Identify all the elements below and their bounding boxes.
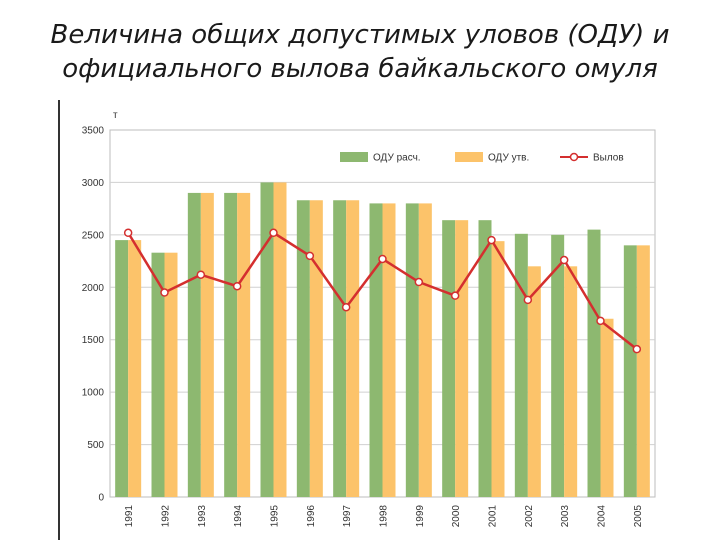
catch-point bbox=[196, 270, 206, 279]
x-tick-label: 1999 bbox=[415, 505, 426, 528]
catch-point bbox=[632, 344, 642, 354]
bar-odu-calc bbox=[442, 220, 456, 498]
bar-odu-approved bbox=[346, 200, 360, 498]
y-axis-ticks: 0 500 1000 1500 2000 2500 3000 3500 bbox=[82, 126, 105, 504]
x-tick-label: 2000 bbox=[451, 505, 462, 528]
catch-point bbox=[269, 228, 278, 238]
catch-point bbox=[123, 228, 133, 238]
x-tick-label: 1997 bbox=[342, 505, 353, 528]
bar-odu-calc bbox=[187, 192, 201, 497]
x-tick-label: 1998 bbox=[379, 505, 390, 528]
catch-point bbox=[232, 281, 242, 291]
slide-title: Величина общих допустимых уловов (ОДУ) и… bbox=[0, 18, 720, 86]
y-tick-label: 3500 bbox=[82, 126, 105, 137]
legend-label: ОДУ утв. bbox=[488, 153, 529, 164]
y-tick-label: 1500 bbox=[82, 335, 105, 346]
bar-odu-calc bbox=[405, 203, 419, 497]
x-tick-label: 2001 bbox=[488, 505, 499, 528]
bar-odu-approved bbox=[455, 220, 469, 498]
catch-point bbox=[378, 254, 387, 264]
x-tick-label: 1995 bbox=[270, 505, 281, 528]
bar-odu-calc bbox=[369, 203, 383, 497]
bar-odu-approved bbox=[491, 241, 505, 497]
x-tick-label: 1993 bbox=[197, 505, 208, 528]
title-line-2: официального вылова байкальского омуля bbox=[62, 54, 658, 84]
x-tick-label: 1992 bbox=[161, 505, 172, 528]
y-tick-label: 500 bbox=[87, 440, 104, 451]
bar-odu-approved bbox=[128, 240, 142, 497]
legend-label: Вылов bbox=[593, 153, 624, 164]
bar-odu-approved bbox=[564, 266, 578, 497]
catch-point bbox=[341, 302, 351, 312]
bar-odu-calc bbox=[296, 200, 310, 498]
catch-point bbox=[450, 291, 460, 300]
legend-swatch bbox=[455, 152, 483, 162]
x-tick-label: 1994 bbox=[233, 505, 244, 528]
bars bbox=[115, 182, 650, 498]
legend-swatch bbox=[340, 152, 368, 162]
x-tick-label: 2003 bbox=[560, 505, 571, 528]
bar-odu-calc bbox=[623, 245, 637, 497]
bar-odu-approved bbox=[418, 203, 432, 497]
x-tick-label: 2004 bbox=[597, 505, 608, 528]
bar-odu-approved bbox=[273, 182, 287, 497]
catch-point bbox=[559, 255, 569, 265]
bar-odu-calc bbox=[115, 240, 129, 497]
y-tick-label: 2000 bbox=[82, 283, 105, 294]
legend: ОДУ расч. ОДУ утв. Вылов bbox=[340, 152, 624, 164]
y-tick-label: 2500 bbox=[82, 230, 105, 241]
catch-point bbox=[305, 251, 315, 261]
bar-odu-calc bbox=[333, 200, 347, 498]
x-tick-label: 2005 bbox=[633, 505, 644, 528]
legend-marker bbox=[569, 152, 579, 162]
bar-odu-calc bbox=[551, 234, 565, 497]
bar-odu-approved bbox=[600, 318, 614, 497]
bar-odu-calc bbox=[587, 229, 601, 497]
bar-odu-calc bbox=[224, 192, 238, 497]
bar-odu-calc bbox=[478, 220, 492, 498]
bar-odu-approved bbox=[527, 266, 541, 497]
bar-odu-calc bbox=[514, 233, 528, 497]
x-tick-label: 1991 bbox=[124, 505, 135, 528]
bar-odu-approved bbox=[237, 192, 251, 497]
bar-odu-approved bbox=[164, 252, 178, 497]
bar-odu-approved bbox=[636, 245, 650, 497]
bar-odu-approved bbox=[309, 200, 323, 498]
catch-point bbox=[523, 295, 533, 305]
catch-point bbox=[596, 316, 605, 326]
x-tick-label: 2002 bbox=[524, 505, 535, 528]
y-tick-label: 3000 bbox=[82, 178, 105, 189]
legend-label: ОДУ расч. bbox=[373, 153, 421, 164]
bar-odu-calc bbox=[260, 182, 274, 497]
catch-line bbox=[123, 228, 642, 354]
catch-point bbox=[414, 277, 424, 287]
bar-odu-approved bbox=[200, 192, 214, 497]
bar-odu-calc bbox=[151, 252, 165, 497]
left-divider bbox=[58, 100, 60, 540]
catch-point bbox=[487, 235, 496, 245]
title-line-1: Величина общих допустимых уловов (ОДУ) и bbox=[50, 20, 670, 50]
y-tick-label: 0 bbox=[98, 493, 104, 504]
x-tick-label: 1996 bbox=[306, 505, 317, 528]
bar-odu-approved bbox=[382, 203, 396, 497]
y-tick-label: 1000 bbox=[82, 388, 105, 399]
x-axis-ticks: 1991 1992 1993 1994 1995 1996 1997 1998 1999 2000… bbox=[124, 505, 644, 528]
y-axis-unit: т bbox=[113, 110, 118, 121]
catch-point bbox=[160, 288, 169, 297]
